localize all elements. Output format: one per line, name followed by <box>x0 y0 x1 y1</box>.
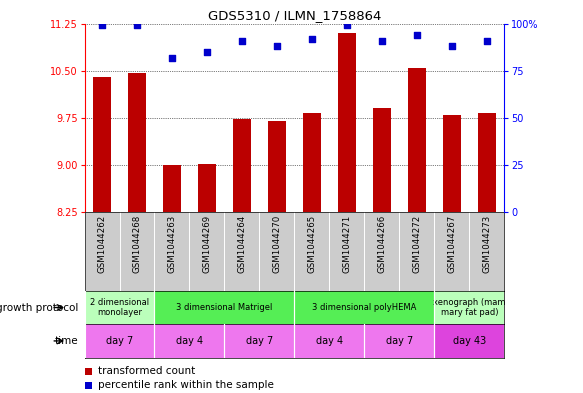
Point <box>447 43 456 50</box>
Point <box>272 43 282 50</box>
Point <box>97 22 107 29</box>
Point <box>307 35 317 42</box>
Text: GSM1044273: GSM1044273 <box>482 215 491 273</box>
Text: GSM1044266: GSM1044266 <box>377 215 387 273</box>
Text: GSM1044272: GSM1044272 <box>412 215 422 273</box>
Text: percentile rank within the sample: percentile rank within the sample <box>98 380 274 390</box>
Text: growth protocol: growth protocol <box>0 303 79 312</box>
Text: day 7: day 7 <box>246 336 273 346</box>
Text: transformed count: transformed count <box>98 366 195 376</box>
Bar <box>154 324 224 358</box>
Text: time: time <box>55 336 79 346</box>
Point <box>482 37 491 44</box>
Bar <box>233 119 251 212</box>
Bar <box>268 121 286 212</box>
Bar <box>338 33 356 212</box>
Text: 3 dimensional Matrigel: 3 dimensional Matrigel <box>176 303 273 312</box>
Text: GSM1044267: GSM1044267 <box>447 215 456 273</box>
Bar <box>128 73 146 212</box>
Bar <box>303 113 321 212</box>
Bar <box>373 108 391 212</box>
Point <box>342 22 352 29</box>
Bar <box>154 291 294 324</box>
Point <box>412 32 422 38</box>
Bar <box>478 114 496 212</box>
Point <box>132 22 142 29</box>
Bar <box>408 68 426 212</box>
Text: GSM1044262: GSM1044262 <box>97 215 107 273</box>
Text: 2 dimensional
monolayer: 2 dimensional monolayer <box>90 298 149 317</box>
Text: xenograph (mam
mary fat pad): xenograph (mam mary fat pad) <box>433 298 505 317</box>
Bar <box>85 291 154 324</box>
Bar <box>364 324 434 358</box>
Text: day 4: day 4 <box>316 336 343 346</box>
Text: GSM1044264: GSM1044264 <box>237 215 247 273</box>
Bar <box>443 116 461 212</box>
Text: 3 dimensional polyHEMA: 3 dimensional polyHEMA <box>312 303 417 312</box>
Bar <box>93 77 111 212</box>
Text: GSM1044271: GSM1044271 <box>342 215 352 273</box>
Bar <box>434 324 504 358</box>
Bar <box>198 164 216 212</box>
Text: day 7: day 7 <box>106 336 133 346</box>
Text: GSM1044268: GSM1044268 <box>132 215 142 273</box>
Text: GSM1044265: GSM1044265 <box>307 215 317 273</box>
Text: day 4: day 4 <box>176 336 203 346</box>
Text: day 43: day 43 <box>452 336 486 346</box>
Text: day 7: day 7 <box>386 336 413 346</box>
Text: GSM1044270: GSM1044270 <box>272 215 282 273</box>
Point <box>202 49 212 55</box>
Text: GSM1044263: GSM1044263 <box>167 215 177 273</box>
Point <box>167 54 177 61</box>
Bar <box>294 324 364 358</box>
Point <box>377 37 387 44</box>
Bar <box>224 324 294 358</box>
Text: GSM1044269: GSM1044269 <box>202 215 212 273</box>
Bar <box>163 165 181 212</box>
Point <box>237 37 247 44</box>
Bar <box>294 291 434 324</box>
Title: GDS5310 / ILMN_1758864: GDS5310 / ILMN_1758864 <box>208 9 381 22</box>
Bar <box>434 291 504 324</box>
Bar <box>85 324 154 358</box>
